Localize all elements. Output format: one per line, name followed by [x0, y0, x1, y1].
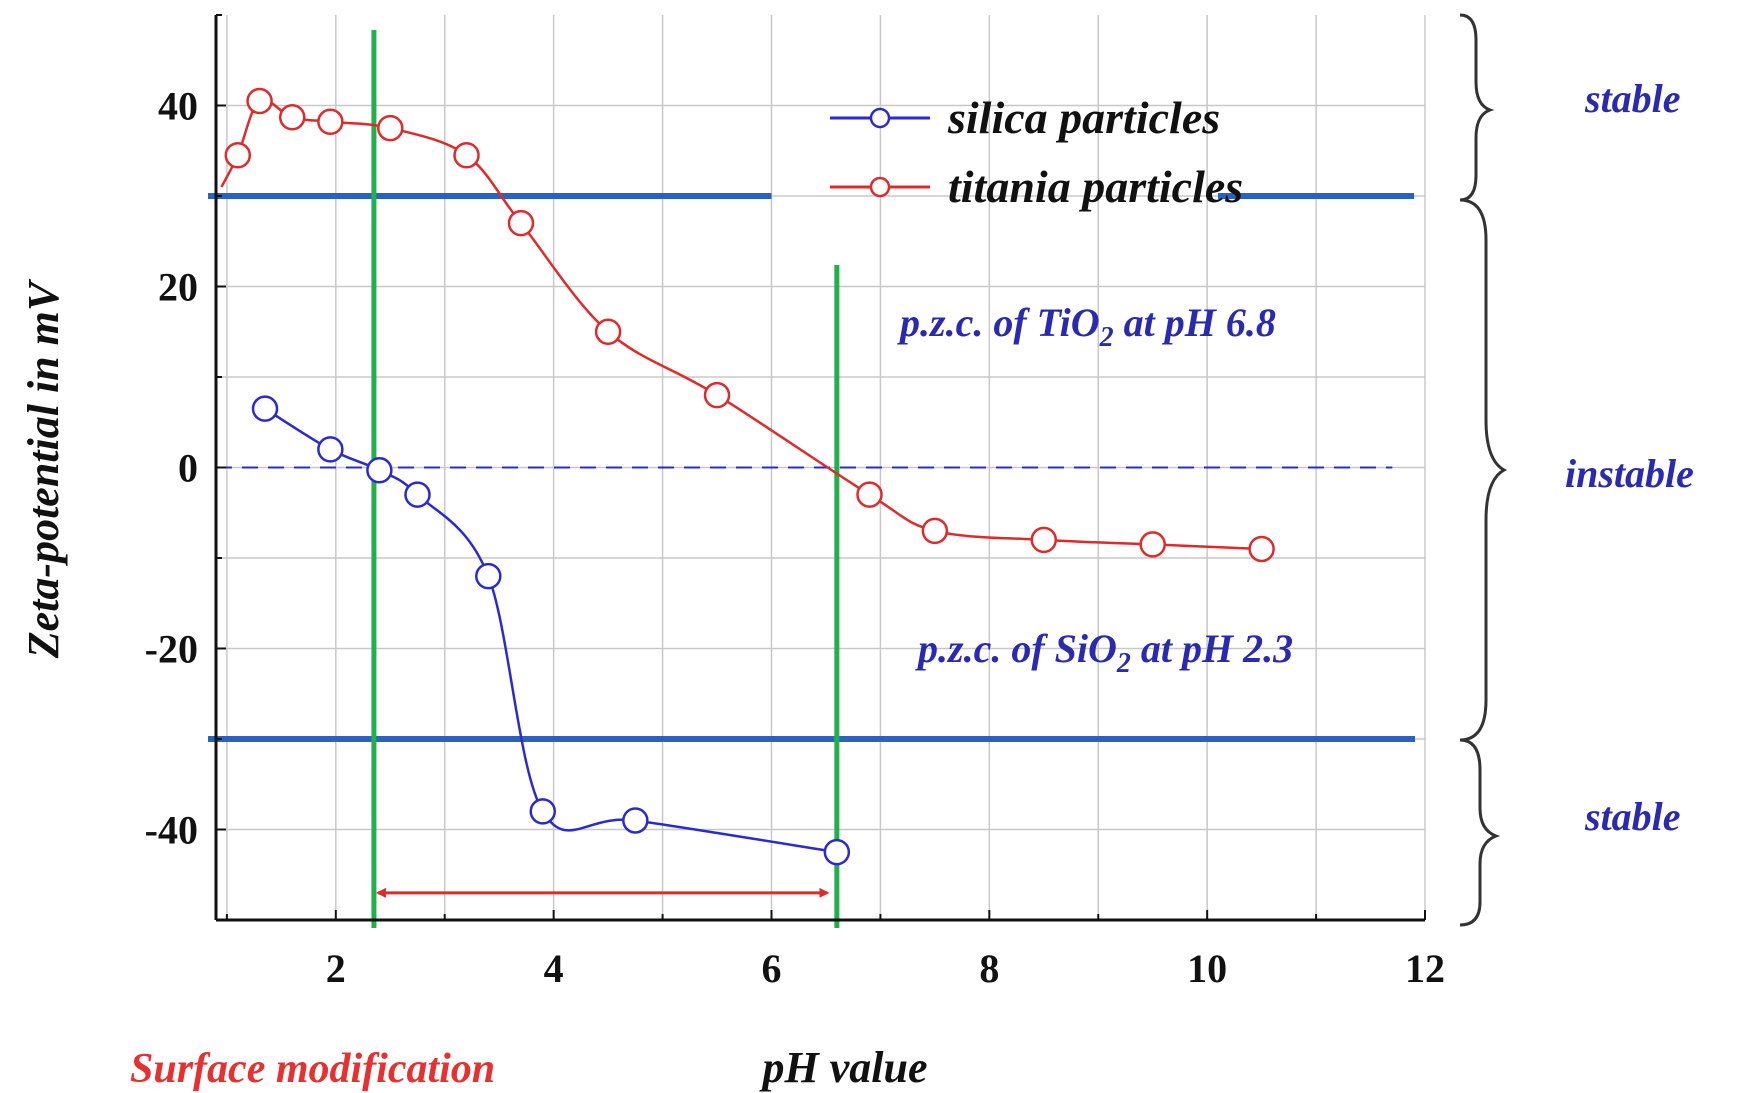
x-axis-title: pH value	[759, 1043, 928, 1092]
data-points	[224, 87, 1275, 866]
data-point-0	[317, 436, 344, 463]
x-tick-label: 6	[761, 946, 781, 991]
annotation-pzc-sio2: p.z.c. of SiO2 at pH 2.3	[915, 626, 1293, 679]
legend-item-titania: titania particles	[830, 161, 1243, 212]
brace-stable-top	[1459, 13, 1495, 202]
x-tick-label: 2	[326, 946, 346, 991]
data-point-0	[823, 838, 851, 866]
y-axis-title: Zeta-potential in mV	[19, 278, 68, 659]
data-point-0	[475, 562, 502, 590]
series-line-0	[264, 407, 838, 854]
data-point-1	[224, 142, 252, 169]
zone-label-stable-bottom: stable	[1584, 794, 1681, 839]
zone-label-instable: instable	[1565, 451, 1694, 496]
legend-label-silica: silica particles	[947, 92, 1220, 143]
y-tick-label: 20	[158, 265, 198, 310]
data-point-1	[856, 481, 883, 508]
data-point-1	[278, 104, 306, 131]
data-point-1	[246, 87, 273, 115]
data-point-1	[594, 318, 622, 345]
data-point-1	[703, 381, 731, 409]
data-point-1	[507, 209, 535, 237]
legend-item-silica: silica particles	[830, 92, 1220, 143]
stability-zones: stable instable stable	[1459, 13, 1694, 927]
x-tick-label: 4	[544, 946, 564, 991]
data-point-1	[921, 517, 949, 545]
legend-label-titania: titania particles	[948, 161, 1243, 212]
data-point-0	[622, 807, 649, 834]
x-tick-label: 8	[979, 946, 999, 991]
data-point-0	[529, 798, 557, 825]
data-point-1	[453, 142, 480, 169]
footnote-surface-modification: Surface modification	[130, 1046, 495, 1092]
zone-label-stable-top: stable	[1584, 76, 1681, 121]
y-tick-label: 0	[178, 446, 198, 491]
data-point-1	[1030, 526, 1058, 554]
data-point-1	[1139, 531, 1166, 558]
data-point-0	[251, 395, 279, 422]
legend: silica particles titania particles	[830, 92, 1243, 212]
brace-stable-bottom	[1459, 738, 1501, 927]
axes: 2 4 6 8 10 12 40 20 0 -20 -40	[145, 14, 1445, 991]
x-tick-label: 12	[1405, 946, 1445, 991]
data-point-0	[404, 481, 431, 508]
brace-instable	[1459, 198, 1508, 742]
annotation-pzc-tio2: p.z.c. of TiO2 at pH 6.8	[897, 300, 1276, 353]
y-tick-label: -20	[145, 627, 198, 672]
data-point-1	[377, 114, 404, 142]
y-tick-label: 40	[158, 84, 198, 129]
data-point-1	[1248, 535, 1275, 563]
data-point-0	[366, 456, 393, 484]
y-tick-label: -40	[145, 808, 198, 853]
x-tick-label: 10	[1187, 946, 1227, 991]
data-point-1	[317, 108, 344, 136]
